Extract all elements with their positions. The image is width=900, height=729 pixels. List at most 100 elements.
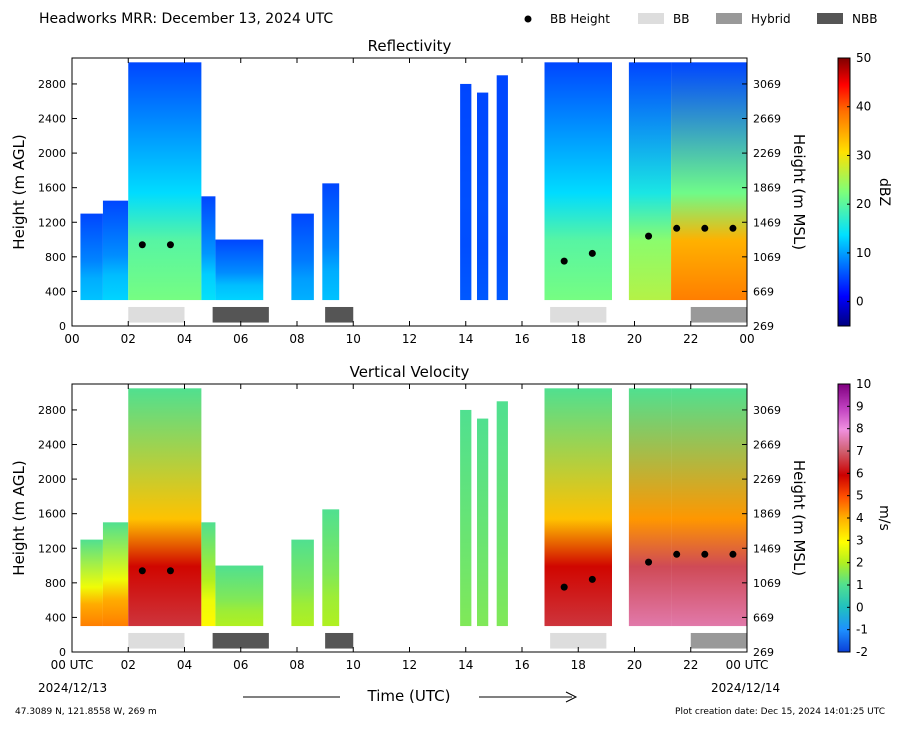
y-tick-label-right: 1069 <box>753 577 781 590</box>
legend-bb-height-label: BB Height <box>550 12 610 26</box>
x-tick-label: 04 <box>177 658 192 672</box>
x-tick-label: 20 <box>627 332 642 346</box>
echo-segment <box>80 213 103 301</box>
colorbar-tick-label: 5 <box>856 489 864 503</box>
bb-height-marker <box>138 241 146 249</box>
colorbar-tick-label: 40 <box>856 100 871 114</box>
echo-segment <box>496 75 508 301</box>
colorbar-tick-label: 4 <box>856 511 864 525</box>
x-tick-label: 12 <box>402 332 417 346</box>
x-tick-label: 00 <box>739 332 754 346</box>
bb-height-marker <box>729 224 737 232</box>
colorbar-tick-label: -1 <box>856 623 868 637</box>
colorbar-tick-label: 0 <box>856 600 864 614</box>
echo-segment <box>628 388 672 627</box>
y-tick-label: 800 <box>45 251 66 264</box>
x-tick-label: 00 <box>64 332 79 346</box>
y-tick-label-right: 669 <box>753 285 774 298</box>
y-tick-label: 0 <box>59 320 66 333</box>
y-axis-label: Height (m AGL) <box>10 460 28 575</box>
colorbar-tick-label: 2 <box>856 556 864 570</box>
colorbar-tick-label: 9 <box>856 399 864 413</box>
x-tick-label: 00 UTC <box>726 658 769 672</box>
panel-title: Reflectivity <box>368 37 452 55</box>
x-tick-label: 18 <box>571 332 586 346</box>
echo-segment <box>128 388 202 627</box>
y-tick-label: 2800 <box>38 78 66 91</box>
y-tick-label-right: 3069 <box>753 404 781 417</box>
y-tick-label: 2400 <box>38 113 66 126</box>
y-tick-label-right: 3069 <box>753 78 781 91</box>
y-tick-label-right: 2669 <box>753 113 781 126</box>
echo-segment <box>291 213 314 301</box>
bb-height-marker <box>673 224 681 232</box>
x-tick-label: 14 <box>458 332 473 346</box>
y-tick-label-right: 2269 <box>753 473 781 486</box>
bb-type-bar-nbb <box>212 632 269 649</box>
bb-height-marker <box>138 567 146 575</box>
echo-segment <box>201 522 216 627</box>
echo-segment <box>128 62 202 301</box>
colorbar-label: dBZ <box>876 178 892 206</box>
echo-segment <box>496 401 508 627</box>
bb-type-bar-bb <box>128 306 185 323</box>
echo-segment <box>544 62 612 301</box>
legend-bb-label: BB <box>673 12 689 26</box>
end-date-label: 2024/12/14 <box>711 681 780 695</box>
type-legend: BB Height BB Hybrid NBB <box>524 12 877 26</box>
colorbar-tick-label: 3 <box>856 533 864 547</box>
colorbar-tick-label: 10 <box>856 377 871 391</box>
bb-type-bar-hybrid <box>690 632 747 649</box>
echo-segment <box>102 522 129 627</box>
bb-type-bar-nbb <box>212 306 269 323</box>
x-tick-label: 06 <box>233 658 248 672</box>
bb-height-marker <box>588 575 596 583</box>
y-tick-label: 2000 <box>38 147 66 160</box>
bb-height-marker <box>729 550 737 558</box>
x-tick-label: 02 <box>121 658 136 672</box>
x-tick-label: 22 <box>683 332 698 346</box>
y-axis-label-right: Height (m MSL) <box>790 134 808 250</box>
y-tick-label-right: 1469 <box>753 542 781 555</box>
y-tick-label-right: 269 <box>753 646 774 659</box>
y-axis-label-right: Height (m MSL) <box>790 460 808 576</box>
panel-title: Vertical Velocity <box>350 363 470 381</box>
echo-segment <box>322 509 340 627</box>
y-tick-label: 400 <box>45 285 66 298</box>
colorbar-tick-label: 6 <box>856 466 864 480</box>
echo-segment <box>477 92 489 301</box>
y-tick-label: 400 <box>45 611 66 624</box>
colorbar-tick-label: 0 <box>856 295 864 309</box>
y-tick-label-right: 2269 <box>753 147 781 160</box>
bb-type-bar-bb <box>550 306 607 323</box>
x-tick-label: 20 <box>627 658 642 672</box>
figure-title: Headworks MRR: December 13, 2024 UTC <box>39 11 333 27</box>
bb-height-marker <box>166 241 174 249</box>
echo-segment <box>671 62 747 301</box>
echo-segment <box>460 83 472 301</box>
y-tick-label: 0 <box>59 646 66 659</box>
bb-type-bar-bb <box>550 632 607 649</box>
echo-segment <box>671 388 747 627</box>
echo-segment <box>322 183 340 301</box>
legend-hybrid-label: Hybrid <box>751 12 791 26</box>
y-tick-label-right: 2669 <box>753 439 781 452</box>
y-tick-label: 2000 <box>38 473 66 486</box>
y-tick-label: 2400 <box>38 439 66 452</box>
plot-creation-date: Plot creation date: Dec 15, 2024 14:01:2… <box>675 707 885 717</box>
y-tick-label: 1600 <box>38 182 66 195</box>
colorbar-tick-label: 8 <box>856 422 864 436</box>
x-tick-label: 06 <box>233 332 248 346</box>
echo-segment <box>477 418 489 627</box>
xlabel-arrow-icon <box>565 691 578 703</box>
echo-segment <box>201 196 216 301</box>
legend-nbb-swatch <box>817 13 843 24</box>
y-tick-label: 1200 <box>38 542 66 555</box>
bb-height-marker <box>645 232 653 240</box>
bb-height-marker <box>701 224 709 232</box>
bb-height-marker <box>701 550 709 558</box>
x-tick-label: 10 <box>346 658 361 672</box>
colorbar <box>837 57 851 327</box>
